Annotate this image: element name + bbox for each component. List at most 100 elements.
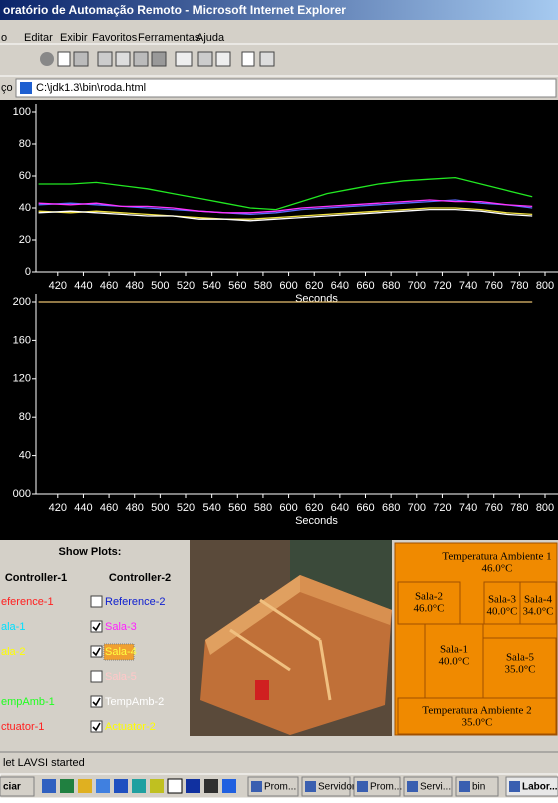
x-tick-label: 460	[100, 280, 118, 292]
x-tick-label: 540	[202, 502, 220, 514]
icon[interactable]	[150, 779, 164, 793]
x-tick-label: 600	[279, 502, 297, 514]
icon[interactable]	[222, 779, 236, 793]
x-tick-label: 440	[74, 502, 92, 514]
checkbox[interactable]	[91, 671, 102, 682]
address-label: ço	[1, 82, 13, 94]
x-tick-label: 740	[459, 280, 477, 292]
y-tick-label: 40	[19, 450, 31, 462]
plot-toggle-label[interactable]: Sala-3	[105, 621, 137, 633]
plot-toggle-label[interactable]: TempAmb-2	[105, 696, 164, 708]
controls-title: Show Plots:	[59, 546, 122, 558]
task-icon	[305, 781, 316, 792]
icon[interactable]	[96, 779, 110, 793]
icon	[242, 52, 254, 66]
column-title: Controller-2	[109, 572, 171, 584]
column-title: Controller-1	[5, 572, 67, 584]
menu-item[interactable]: o	[1, 32, 7, 44]
icon[interactable]	[168, 779, 182, 793]
icon	[260, 52, 274, 66]
plot-area	[0, 100, 558, 540]
diagram-label: Temperatura Ambiente 1	[442, 551, 551, 563]
menu-item[interactable]: Ajuda	[196, 32, 225, 44]
x-tick-label: 740	[459, 502, 477, 514]
x-tick-label: 640	[331, 280, 349, 292]
plot-toggle-label[interactable]: eference-1	[1, 596, 54, 608]
screen: oratório de Automação Remoto - Microsoft…	[0, 0, 558, 798]
task-icon	[251, 781, 262, 792]
task-icon	[459, 781, 470, 792]
menu-item[interactable]: Ferramentas	[138, 32, 201, 44]
task-label[interactable]: Prom...	[370, 782, 402, 793]
x-tick-label: 480	[126, 502, 144, 514]
y-tick-label: 40	[19, 202, 31, 214]
plot-toggle-label[interactable]: Sala-5	[105, 671, 137, 683]
x-tick-label: 720	[433, 502, 451, 514]
plot-toggle-label[interactable]: Reference-2	[105, 596, 166, 608]
task-label[interactable]: Servi...	[420, 782, 451, 793]
icon[interactable]	[132, 779, 146, 793]
x-tick-label: 680	[382, 280, 400, 292]
task-icon	[407, 781, 418, 792]
x-tick-label: 700	[408, 280, 426, 292]
x-tick-label: 720	[433, 280, 451, 292]
x-tick-label: 800	[536, 502, 554, 514]
window-title: oratório de Automação Remoto - Microsoft…	[3, 3, 346, 17]
y-tick-label: 100	[13, 106, 31, 118]
plot-toggle-label[interactable]: Sala-4	[105, 646, 137, 658]
x-tick-label: 620	[305, 280, 323, 292]
icon[interactable]	[204, 779, 218, 793]
task-label[interactable]: bin	[472, 782, 485, 793]
icon[interactable]	[42, 779, 56, 793]
task-label[interactable]: Labor...	[522, 782, 558, 793]
x-tick-label: 780	[510, 502, 528, 514]
x-tick-label: 540	[202, 280, 220, 292]
x-tick-label: 620	[305, 502, 323, 514]
y-tick-label: 120	[13, 373, 31, 385]
icon[interactable]	[60, 779, 74, 793]
page-icon	[20, 82, 32, 94]
menu-item[interactable]: Exibir	[60, 32, 88, 44]
y-tick-label: 60	[19, 170, 31, 182]
plot-toggle-label[interactable]: ala-2	[1, 646, 25, 658]
task-label[interactable]: Prom...	[264, 782, 296, 793]
y-tick-label: 000	[13, 488, 31, 500]
plot-toggle-label[interactable]: Actuator-2	[105, 721, 156, 733]
icon	[216, 52, 230, 66]
diagram-value: 35.0°C	[462, 717, 493, 729]
task-icon	[509, 781, 520, 792]
menu-item[interactable]: Editar	[24, 32, 53, 44]
task-icon	[357, 781, 368, 792]
x-tick-label: 660	[356, 280, 374, 292]
x-tick-label: 640	[331, 502, 349, 514]
diagram-value: 34.0°C	[523, 606, 554, 618]
icon	[98, 52, 112, 66]
plot-toggle-label[interactable]: empAmb-1	[1, 696, 55, 708]
checkbox[interactable]	[91, 596, 102, 607]
menu-item[interactable]: Favoritos	[92, 32, 138, 44]
x-tick-label: 780	[510, 280, 528, 292]
diagram-label: Sala-2	[415, 591, 443, 603]
plot-toggle-label[interactable]: ctuator-1	[1, 721, 44, 733]
x-tick-label: 580	[254, 502, 272, 514]
x-tick-label: 680	[382, 502, 400, 514]
icon	[58, 52, 70, 66]
diagram-value: 40.0°C	[439, 656, 470, 668]
y-tick-label: 160	[13, 334, 31, 346]
diagram-label: Sala-1	[440, 644, 468, 656]
icon[interactable]	[186, 779, 200, 793]
plot-toggle-label[interactable]: ala-1	[1, 621, 25, 633]
icon[interactable]	[114, 779, 128, 793]
icon[interactable]	[78, 779, 92, 793]
diagram-value: 46.0°C	[414, 603, 445, 615]
task-label[interactable]: Servidor	[318, 782, 356, 793]
icon	[40, 52, 54, 66]
x-tick-label: 420	[49, 280, 67, 292]
diagram-label: Sala-4	[524, 594, 553, 606]
x-tick-label: 660	[356, 502, 374, 514]
x-tick-label: 500	[151, 280, 169, 292]
task-label[interactable]: ciar	[3, 782, 21, 793]
x-tick-label: 560	[228, 280, 246, 292]
x-axis-label: Seconds	[295, 515, 338, 527]
